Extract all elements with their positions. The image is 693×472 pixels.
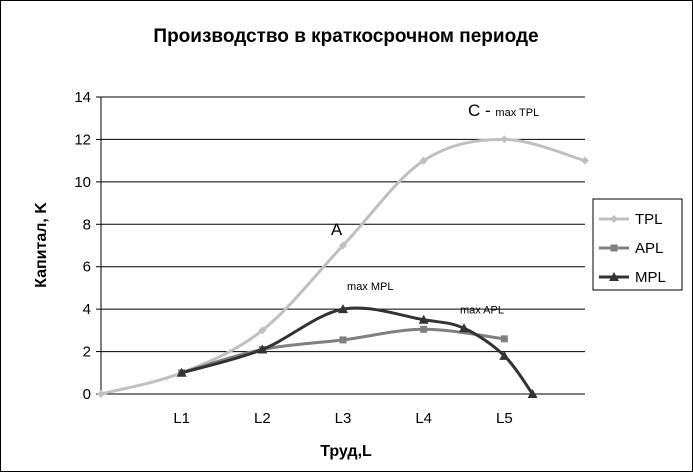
chart-title: Производство в краткосрочном периоде xyxy=(153,26,538,47)
annotation-text: max MPL xyxy=(347,281,393,293)
y-tick-label: 12 xyxy=(74,131,91,148)
data-point-apl xyxy=(420,325,428,333)
legend-marker-tpl xyxy=(610,215,618,223)
legend: TPL APL MPL xyxy=(592,198,683,291)
annotation-text: A xyxy=(331,220,343,239)
x-tick-label: L4 xyxy=(415,410,432,427)
data-point-mpl xyxy=(527,389,538,398)
data-point-tpl xyxy=(339,241,347,250)
y-axis-title: Капитал, K xyxy=(33,202,50,288)
annotation-label: A xyxy=(331,220,343,239)
legend-label-mpl: MPL xyxy=(635,269,666,286)
legend-marker-apl xyxy=(610,244,618,252)
annotation-label: C - max TPL xyxy=(468,101,539,120)
data-point-mpl xyxy=(459,323,469,333)
y-tick-label: 2 xyxy=(83,344,91,361)
data-point-tpl xyxy=(97,390,105,398)
annotation-subtext: max TPL xyxy=(495,107,539,119)
x-tick-label: L3 xyxy=(335,410,352,427)
data-point-tpl xyxy=(258,326,267,335)
data-point-mpl xyxy=(338,304,348,314)
annotation-text: C - xyxy=(468,101,495,120)
y-tick-label: 4 xyxy=(83,301,91,318)
legend-label-tpl: TPL xyxy=(635,211,663,228)
legend-box xyxy=(592,198,683,291)
data-point-mpl xyxy=(176,367,187,377)
y-tick-label: 14 xyxy=(74,89,91,106)
legend-label-apl: APL xyxy=(635,240,663,257)
annotation-text: max APL xyxy=(460,304,504,316)
y-tick-label: 6 xyxy=(83,259,91,276)
data-point-tpl xyxy=(419,156,428,165)
data-point-tpl xyxy=(581,156,589,165)
y-tick-label: 10 xyxy=(74,174,91,191)
data-point-mpl xyxy=(499,350,510,360)
data-point-apl xyxy=(339,336,347,344)
legend-marker-mpl xyxy=(609,272,619,281)
annotation-label: max APL xyxy=(460,304,504,316)
data-point-mpl xyxy=(257,344,268,354)
x-tick-label: L2 xyxy=(254,410,271,427)
y-tick-label: 8 xyxy=(83,216,91,233)
annotation-label: max MPL xyxy=(347,281,393,293)
data-point-apl xyxy=(500,335,508,343)
data-point-tpl xyxy=(500,135,509,144)
data-point-mpl xyxy=(418,314,429,324)
y-tick-label: 0 xyxy=(83,386,91,403)
x-axis-title: Труд,L xyxy=(320,443,372,460)
x-tick-label: L1 xyxy=(173,410,190,427)
x-tick-label: L5 xyxy=(496,410,513,427)
